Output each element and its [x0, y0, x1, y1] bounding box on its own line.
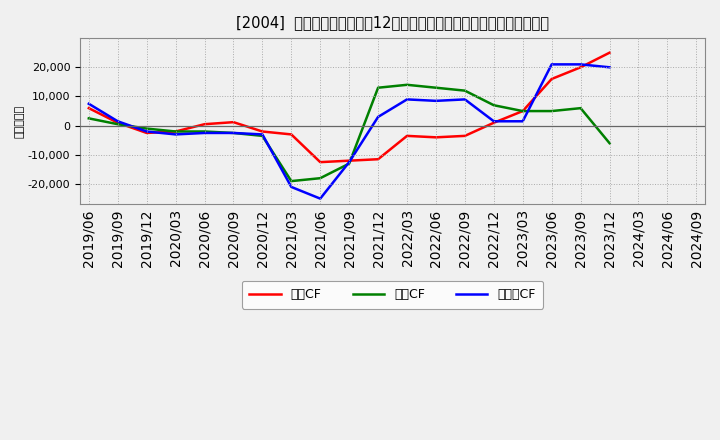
フリーCF — [576, 62, 585, 67]
フリーCF — [374, 114, 382, 120]
Title: [2004]  キャッシュフローの12か月移動合計の対前年同期増減額の推移: [2004] キャッシュフローの12か月移動合計の対前年同期増減額の推移 — [236, 15, 549, 30]
営業CF — [84, 106, 93, 111]
投資CF — [576, 106, 585, 111]
営業CF — [518, 108, 527, 114]
フリーCF — [345, 159, 354, 165]
フリーCF — [229, 130, 238, 136]
営業CF — [461, 133, 469, 139]
投資CF — [287, 179, 296, 184]
Y-axis label: （百万円）: （百万円） — [15, 105, 25, 138]
投資CF — [606, 140, 614, 146]
フリーCF — [461, 97, 469, 102]
営業CF — [345, 158, 354, 163]
フリーCF — [316, 196, 325, 201]
投資CF — [490, 103, 498, 108]
投資CF — [316, 176, 325, 181]
投資CF — [258, 133, 266, 139]
フリーCF — [287, 184, 296, 190]
投資CF — [143, 126, 151, 131]
フリーCF — [547, 62, 556, 67]
営業CF — [200, 121, 209, 127]
投資CF — [461, 88, 469, 93]
フリーCF — [143, 129, 151, 134]
投資CF — [229, 130, 238, 136]
営業CF — [229, 120, 238, 125]
フリーCF — [258, 132, 266, 137]
Legend: 営業CF, 投資CF, フリーCF: 営業CF, 投資CF, フリーCF — [242, 281, 544, 308]
営業CF — [402, 133, 411, 139]
フリーCF — [114, 119, 122, 124]
営業CF — [143, 130, 151, 136]
投資CF — [171, 129, 180, 134]
営業CF — [431, 135, 440, 140]
投資CF — [200, 129, 209, 134]
投資CF — [345, 161, 354, 166]
営業CF — [490, 120, 498, 125]
営業CF — [171, 129, 180, 134]
フリーCF — [171, 132, 180, 137]
Line: 営業CF: 営業CF — [89, 53, 610, 162]
フリーCF — [518, 119, 527, 124]
営業CF — [606, 50, 614, 55]
フリーCF — [200, 130, 209, 136]
営業CF — [114, 120, 122, 125]
フリーCF — [402, 97, 411, 102]
営業CF — [287, 132, 296, 137]
フリーCF — [606, 65, 614, 70]
営業CF — [374, 157, 382, 162]
投資CF — [114, 121, 122, 127]
投資CF — [84, 116, 93, 121]
フリーCF — [490, 119, 498, 124]
投資CF — [374, 85, 382, 90]
投資CF — [547, 108, 556, 114]
フリーCF — [84, 101, 93, 106]
投資CF — [518, 108, 527, 114]
投資CF — [402, 82, 411, 88]
Line: フリーCF: フリーCF — [89, 64, 610, 198]
営業CF — [316, 159, 325, 165]
営業CF — [547, 76, 556, 81]
Line: 投資CF: 投資CF — [89, 85, 610, 181]
営業CF — [258, 129, 266, 134]
営業CF — [576, 65, 585, 70]
投資CF — [431, 85, 440, 90]
フリーCF — [431, 98, 440, 103]
